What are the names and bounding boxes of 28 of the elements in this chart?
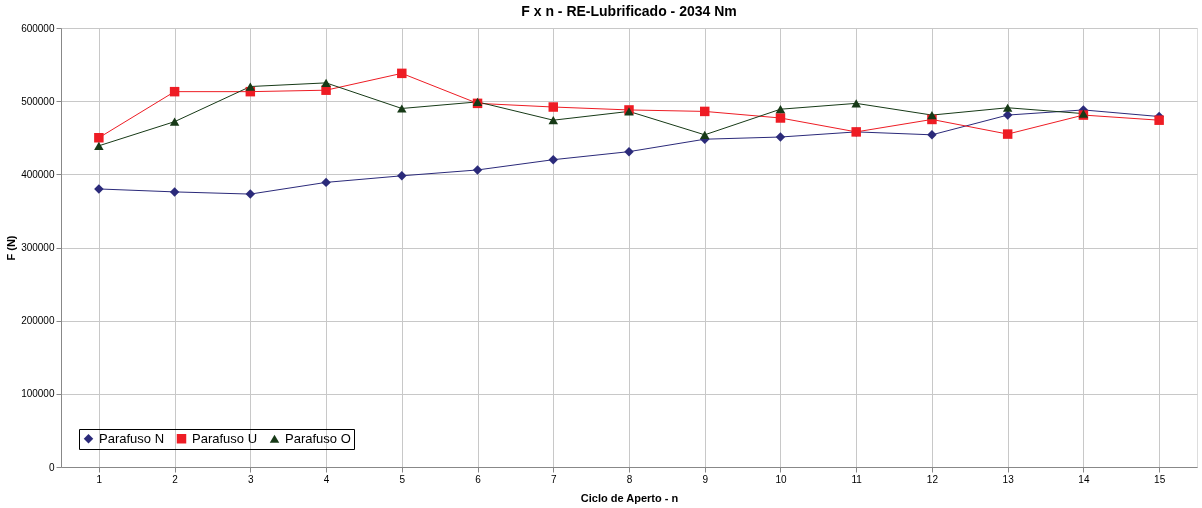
legend-label: Parafuso N xyxy=(99,430,165,446)
x-tick-label: 4 xyxy=(323,473,330,485)
x-tick-label: 7 xyxy=(550,473,557,485)
x-tick-label: 9 xyxy=(702,473,709,485)
y-tick-label: 400000 xyxy=(21,168,55,180)
x-tick-label: 11 xyxy=(851,473,863,485)
x-tick-label: 14 xyxy=(1078,473,1090,485)
x-tick-label: 5 xyxy=(399,473,406,485)
y-tick-label: 500000 xyxy=(21,95,55,107)
x-tick-label: 2 xyxy=(172,473,179,485)
x-tick-label: 8 xyxy=(626,473,633,485)
y-tick-label: 600000 xyxy=(21,22,55,34)
x-tick-label: 10 xyxy=(775,473,787,485)
x-tick-label: 6 xyxy=(475,473,482,485)
x-axis-title: Ciclo de Aperto - n xyxy=(580,491,679,504)
y-axis-title: F (N) xyxy=(5,235,18,261)
y-tick-label: 300000 xyxy=(21,242,55,253)
y-tick-label: 0 xyxy=(48,461,55,473)
x-tick-label: 3 xyxy=(248,473,255,485)
y-tick-label: 100000 xyxy=(21,388,55,400)
y-tick-label: 200000 xyxy=(21,315,55,327)
legend-label: Parafuso O xyxy=(285,430,351,446)
x-tick-label: 13 xyxy=(1002,473,1015,485)
legend-label: Parafuso U xyxy=(192,430,258,446)
x-tick-label: 12 xyxy=(926,473,939,485)
x-tick-label: 15 xyxy=(1154,473,1166,485)
chart-title: F x n - RE-Lubrificado - 2034 Nm xyxy=(521,3,737,19)
x-tick-label: 1 xyxy=(96,473,103,485)
